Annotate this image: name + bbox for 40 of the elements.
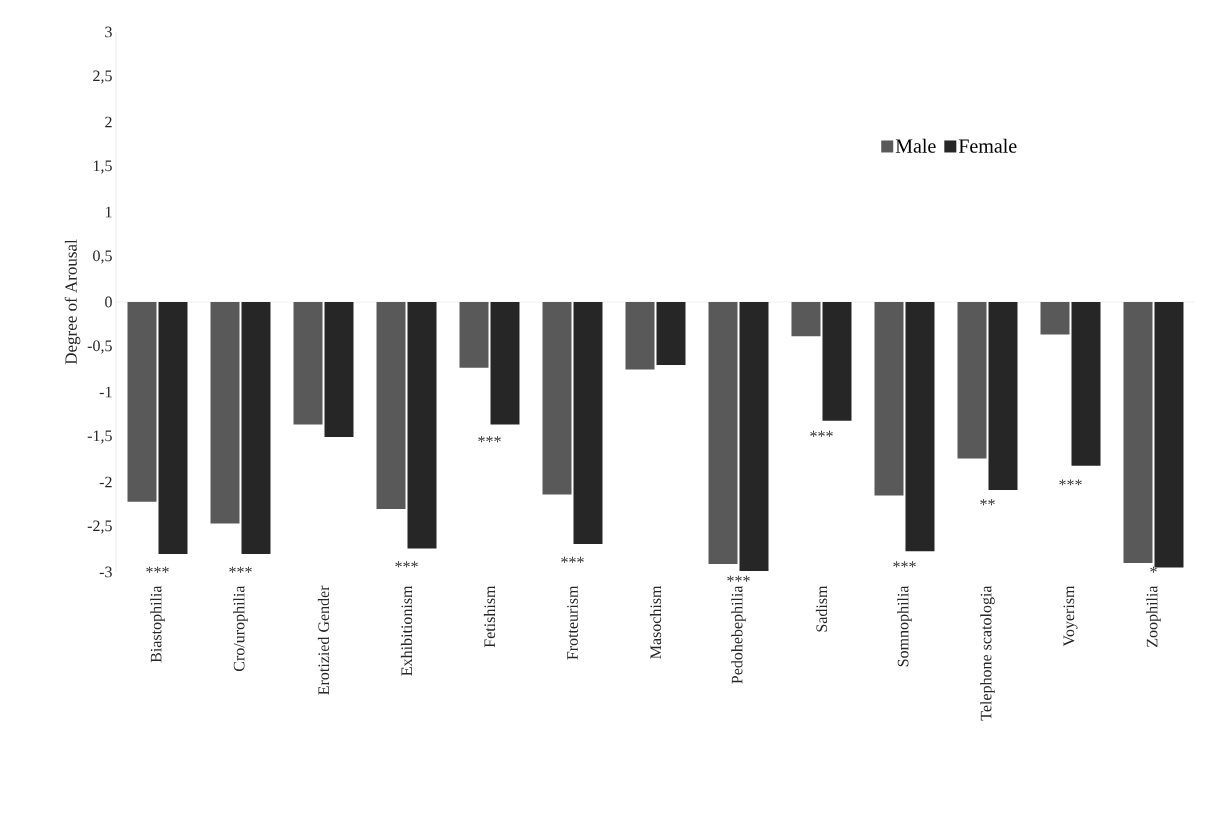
y-tick-label: 0 — [105, 296, 112, 308]
annotation: *** — [1059, 479, 1082, 486]
y-tick-label: 1,5 — [93, 160, 112, 174]
y-tick-label: 3 — [105, 26, 112, 38]
annotation: *** — [478, 436, 501, 443]
x-tick-label: Frotteurism — [567, 585, 578, 660]
legend-label: Male — [895, 138, 936, 153]
x-tick-label: Masochism — [649, 585, 662, 659]
y-tick-label: -1 — [99, 386, 112, 398]
y-tick-label: -0,5 — [87, 340, 112, 354]
x-tick-label: Voyerism — [1063, 585, 1078, 647]
y-tick-label: 1 — [105, 206, 112, 218]
x-tick-label: Erotizied Gender — [317, 585, 330, 695]
annotation: *** — [810, 430, 833, 437]
x-tick-label: Zoophilia — [1146, 585, 1161, 647]
y-tick-label: -2 — [99, 476, 112, 488]
y-axis-title: Degree of Arousal — [64, 239, 81, 365]
x-tick-label: Cro/urophilia — [233, 585, 248, 672]
annotation: *** — [893, 561, 916, 568]
annotation: * — [1150, 566, 1157, 573]
x-tick-label: Biastophilia — [150, 585, 165, 663]
text: *** — [727, 575, 750, 582]
legend-label: Female — [958, 138, 1017, 153]
y-tick-label: -1,5 — [87, 430, 112, 444]
y-tick-label: -2,5 — [87, 520, 112, 534]
y-tick-label: -3 — [99, 566, 112, 578]
annotation: *** — [146, 566, 169, 573]
y-tick-label: 2,5 — [93, 70, 112, 84]
x-tick-label: Telephone scatologia — [980, 585, 995, 721]
annotation: *** — [229, 566, 252, 573]
y-tick-label: 0,5 — [93, 250, 112, 264]
annotation: *** — [395, 561, 418, 568]
x-tick-label: Sadism — [815, 585, 828, 632]
x-tick-label: Fetishism — [483, 585, 496, 648]
x-tick-label: Somnophilia — [897, 585, 912, 667]
annotation: *** — [561, 556, 584, 563]
x-tick-label: Pedohebephilia — [731, 585, 746, 684]
annotation: ** — [980, 499, 995, 506]
y-tick-label: 2 — [105, 116, 112, 128]
x-tick-label: Exhibitionism — [400, 585, 413, 676]
